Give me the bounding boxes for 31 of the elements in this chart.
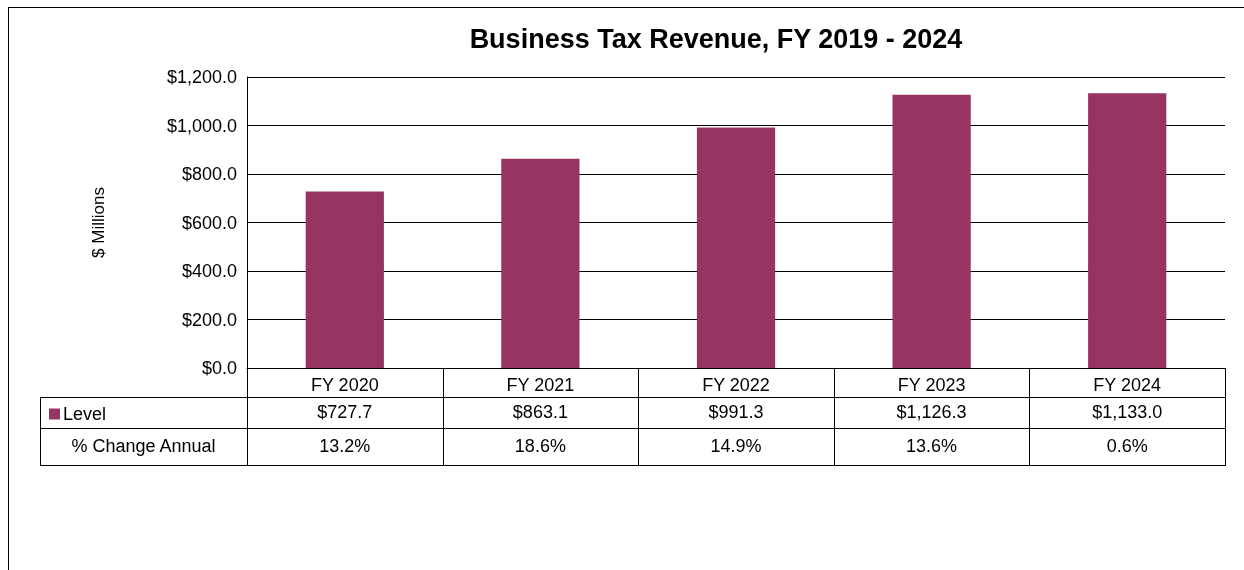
x-tick-label: FY 2024 xyxy=(1093,375,1162,395)
text: 0.6% xyxy=(1105,435,1149,458)
x-tick-label: FY 2023 xyxy=(897,375,966,395)
y-tick-label: $1,200.0 xyxy=(166,67,237,87)
y-tick-label: $800.0 xyxy=(181,164,237,184)
y-tick-label: $0.0 xyxy=(201,358,237,378)
x-tick-label: FY 2021 xyxy=(506,375,575,395)
y-tick-label: $400.0 xyxy=(181,261,237,281)
y-axis-title: $ Millions xyxy=(89,187,108,258)
data-label: $1,126.3 xyxy=(895,401,968,424)
x-tick-label: FY 2020 xyxy=(310,375,379,395)
x-tick-label: FY 2022 xyxy=(702,375,770,395)
bar xyxy=(696,127,776,368)
text: 14.9% xyxy=(709,435,763,458)
y-tick-label: $1,000.0 xyxy=(166,115,237,136)
y-tick-label: $200.0 xyxy=(181,309,237,330)
text: 13.2% xyxy=(318,435,372,458)
bar xyxy=(305,191,384,368)
data-label: $1,133.0 xyxy=(1091,401,1164,424)
text: 18.6% xyxy=(513,435,567,458)
chart-title: Business Tax Revenue, FY 2019 - 2024 xyxy=(469,23,963,54)
y-tick-label: $600.0 xyxy=(181,212,237,233)
bar xyxy=(892,94,971,368)
text: 13.6% xyxy=(905,435,959,458)
text: % Change Annual xyxy=(70,435,217,458)
data-label: $727.7 xyxy=(316,401,374,424)
bar xyxy=(1088,93,1167,368)
data-label: $991.3 xyxy=(707,401,765,424)
data-label: $863.1 xyxy=(511,401,569,424)
legend-label: Level xyxy=(63,404,107,424)
bar xyxy=(501,158,580,368)
